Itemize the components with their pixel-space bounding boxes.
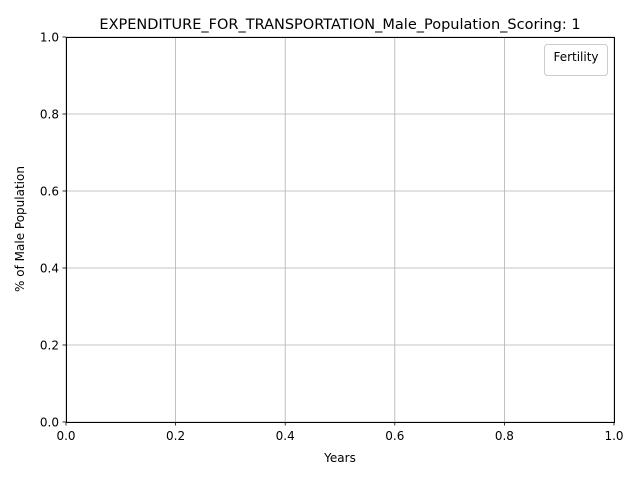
x-tick-label: 0.2 bbox=[166, 429, 185, 443]
y-tick-label: 0.8 bbox=[40, 108, 59, 122]
x-tick-label: 0.4 bbox=[276, 429, 295, 443]
x-tick-label: 1.0 bbox=[604, 429, 623, 443]
legend-title: Fertility bbox=[553, 50, 598, 64]
x-tick-label: 0.6 bbox=[385, 429, 404, 443]
y-tick-label: 0.4 bbox=[40, 262, 59, 276]
plot-frame bbox=[66, 37, 615, 423]
legend-box bbox=[544, 44, 608, 76]
legend: Fertility bbox=[544, 44, 608, 76]
x-axis-label: Years bbox=[323, 451, 356, 465]
y-tick-label: 0.6 bbox=[40, 185, 59, 199]
y-tick-label: 1.0 bbox=[40, 31, 59, 45]
y-axis-ticks: 0.0 0.2 0.4 0.6 0.8 1.0 bbox=[40, 31, 66, 430]
chart-title: EXPENDITURE_FOR_TRANSPORTATION_Male_Popu… bbox=[99, 17, 580, 33]
x-tick-label: 0.8 bbox=[495, 429, 514, 443]
y-tick-label: 0.2 bbox=[40, 339, 59, 353]
y-tick-label: 0.0 bbox=[40, 416, 59, 430]
grid-layer bbox=[65, 36, 615, 423]
y-axis-label: % of Male Population bbox=[13, 166, 27, 292]
x-axis-ticks: 0.0 0.2 0.4 0.6 0.8 1.0 bbox=[56, 422, 624, 443]
x-tick-label: 0.0 bbox=[56, 429, 75, 443]
